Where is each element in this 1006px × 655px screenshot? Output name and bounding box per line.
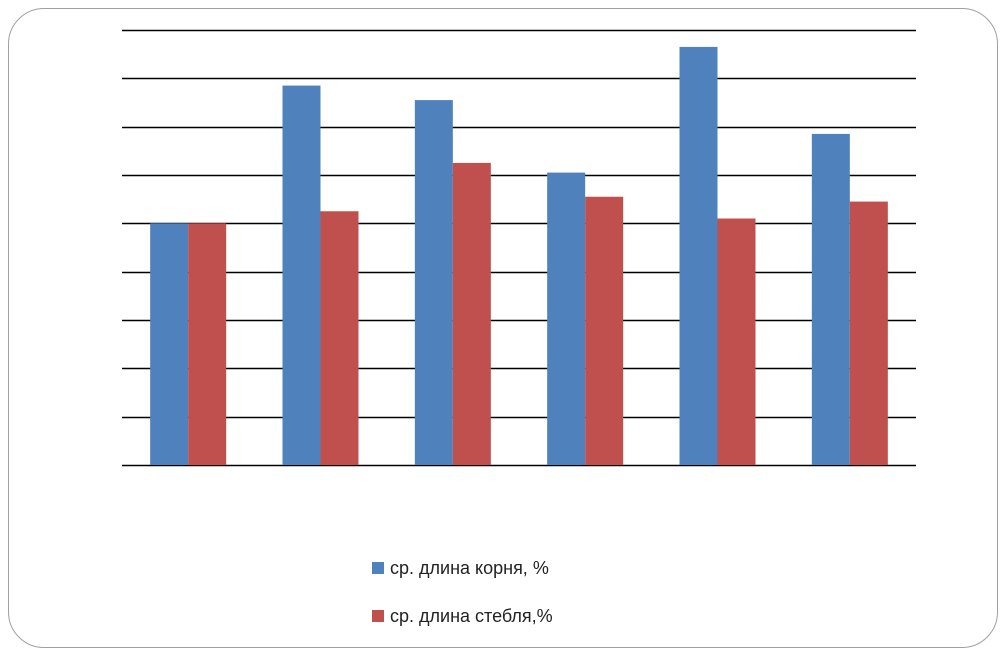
bar-series2-3 — [452, 162, 491, 465]
legend-label-root-length: ср. длина корня, % — [390, 557, 549, 578]
legend: ср. длина корня, % ср. длина стебля,% — [372, 556, 553, 652]
bars — [150, 46, 888, 466]
bar-series1-5 — [679, 46, 718, 466]
bar-series1-3 — [414, 100, 453, 465]
bar-series1-6 — [811, 133, 850, 465]
legend-swatch-stem-length — [372, 610, 384, 622]
bar-series2-2 — [320, 211, 359, 465]
gridlines — [122, 29, 916, 467]
bar-series1-2 — [282, 85, 321, 465]
legend-item-stem-length: ср. длина стебля,% — [372, 604, 553, 628]
legend-label-stem-length: ср. длина стебля,% — [390, 605, 553, 626]
bar-series1-1 — [150, 223, 189, 465]
bar-series2-1 — [188, 223, 227, 465]
bar-series2-5 — [717, 218, 756, 465]
bar-series2-4 — [585, 196, 624, 465]
legend-swatch-root-length — [372, 562, 384, 574]
legend-item-root-length: ср. длина корня, % — [372, 556, 553, 580]
bar-series2-6 — [849, 201, 888, 466]
bar-series1-4 — [547, 172, 586, 466]
